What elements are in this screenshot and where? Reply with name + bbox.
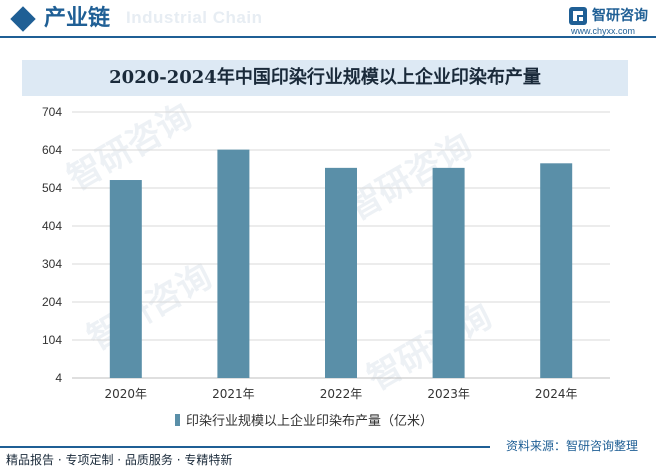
footer-source: 资料来源：智研咨询整理	[506, 439, 639, 453]
footer-divider	[0, 446, 490, 448]
chart-title-band	[22, 60, 628, 96]
y-tick-label: 704	[42, 105, 62, 119]
chart-title: 2020-2024年中国印染行业规模以上企业印染布产量	[109, 67, 541, 88]
section-title: 产业链	[44, 6, 111, 31]
legend-swatch	[175, 414, 180, 426]
y-tick-label: 204	[42, 295, 62, 309]
bar	[109, 180, 142, 378]
x-tick-label: 2020年	[105, 387, 148, 401]
brand-url: www.chyxx.com	[571, 26, 636, 36]
y-tick-label: 4	[55, 371, 62, 385]
y-tick-label: 604	[42, 143, 62, 157]
x-tick-label: 2021年	[212, 387, 255, 401]
y-tick-label: 504	[42, 181, 62, 195]
x-tick-label: 2023年	[427, 387, 470, 401]
y-tick-label: 104	[42, 333, 62, 347]
x-tick-label: 2022年	[320, 387, 363, 401]
bar	[325, 167, 357, 378]
y-tick-label: 304	[42, 257, 62, 271]
brand-name: 智研咨询	[592, 8, 648, 24]
bar-chart: 704 604 504 404 304 204 104 4 2020年 2021年 2022年 202…	[42, 105, 610, 429]
y-tick-label: 404	[42, 219, 62, 233]
x-tick-label: 2024年	[535, 387, 578, 401]
header-divider	[0, 36, 656, 38]
brand-logo-icon	[569, 7, 587, 25]
section-ghost-text: Industrial Chain	[126, 8, 263, 27]
bar	[432, 167, 465, 378]
bar	[217, 149, 250, 378]
footer-tagline: 精品报告 · 专项定制 · 品质服务 · 专精特新	[6, 453, 233, 467]
bar	[540, 163, 573, 378]
legend-label: 印染行业规模以上企业印染布产量（亿米）	[186, 413, 433, 429]
footer-band	[0, 438, 656, 472]
